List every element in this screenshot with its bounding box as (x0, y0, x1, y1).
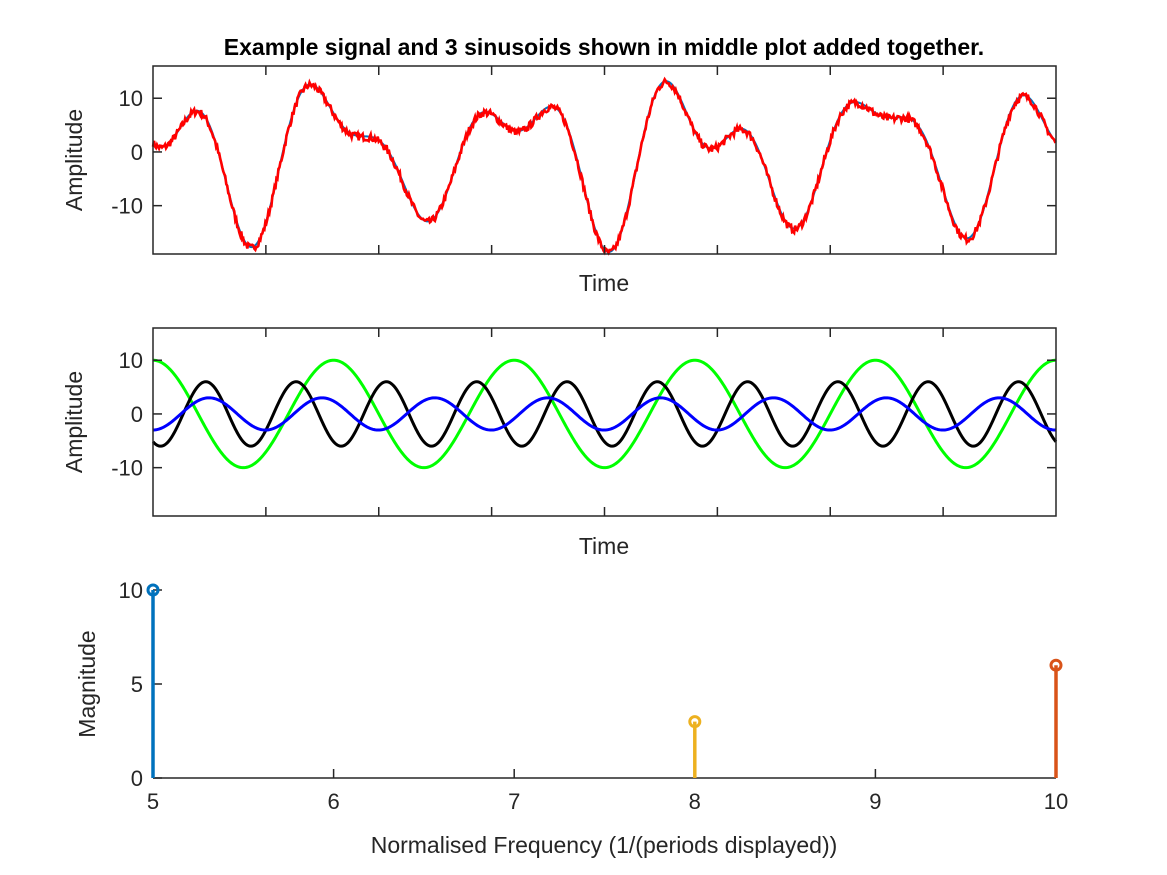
middle-series-line-1 (152, 358, 1057, 470)
bottom-xtick-label: 8 (689, 789, 701, 814)
top-ytick-label: 10 (119, 86, 143, 111)
middle-panel-axes-box (152, 327, 1057, 517)
bottom-panel-stems (146, 583, 1063, 778)
bottom-panel-xlabel: Normalised Frequency (1/(periods display… (371, 832, 838, 858)
bottom-panel-ylabel: Magnitude (74, 630, 100, 737)
bottom-xtick-label: 7 (508, 789, 520, 814)
stem-marker-3 (1049, 658, 1063, 672)
middle-panel-xlabel: Time (579, 533, 629, 559)
middle-ytick-label: -10 (111, 456, 143, 481)
middle-panel: 10 0 -10 Time Amplitude (61, 327, 1058, 559)
middle-panel-ticks: 10 0 -10 (111, 328, 1056, 516)
stem-marker-1 (146, 583, 160, 597)
bottom-ytick-label: 5 (131, 672, 143, 697)
top-panel-ylabel: Amplitude (61, 109, 87, 211)
bottom-xtick-label: 9 (869, 789, 881, 814)
top-series-line-1 (152, 80, 1057, 254)
top-panel-axes-box (152, 65, 1057, 255)
figure-title: Example signal and 3 sinusoids shown in … (224, 34, 984, 60)
middle-series-line-3 (152, 396, 1056, 432)
middle-panel-ylabel: Amplitude (61, 371, 87, 473)
middle-ytick-label: 0 (131, 402, 143, 427)
top-panel-xlabel: Time (579, 270, 629, 296)
bottom-xtick-label: 5 (147, 789, 159, 814)
middle-panel-lines (151, 358, 1058, 470)
bottom-ytick-label: 10 (119, 578, 143, 603)
middle-ytick-label: 10 (119, 348, 143, 373)
top-panel: 10 0 -10 Time Amplitude (61, 65, 1057, 296)
bottom-ytick-label: 0 (131, 766, 143, 791)
bottom-xtick-label: 6 (327, 789, 339, 814)
stem-marker-2 (688, 715, 702, 729)
top-series-line-2 (151, 76, 1057, 256)
bottom-xtick-label: 10 (1044, 789, 1068, 814)
top-ytick-label: 0 (131, 140, 143, 165)
top-ytick-label: -10 (111, 194, 143, 219)
top-panel-ticks: 10 0 -10 (111, 66, 1056, 254)
top-panel-lines (151, 76, 1057, 256)
middle-series-line-2 (151, 380, 1058, 448)
